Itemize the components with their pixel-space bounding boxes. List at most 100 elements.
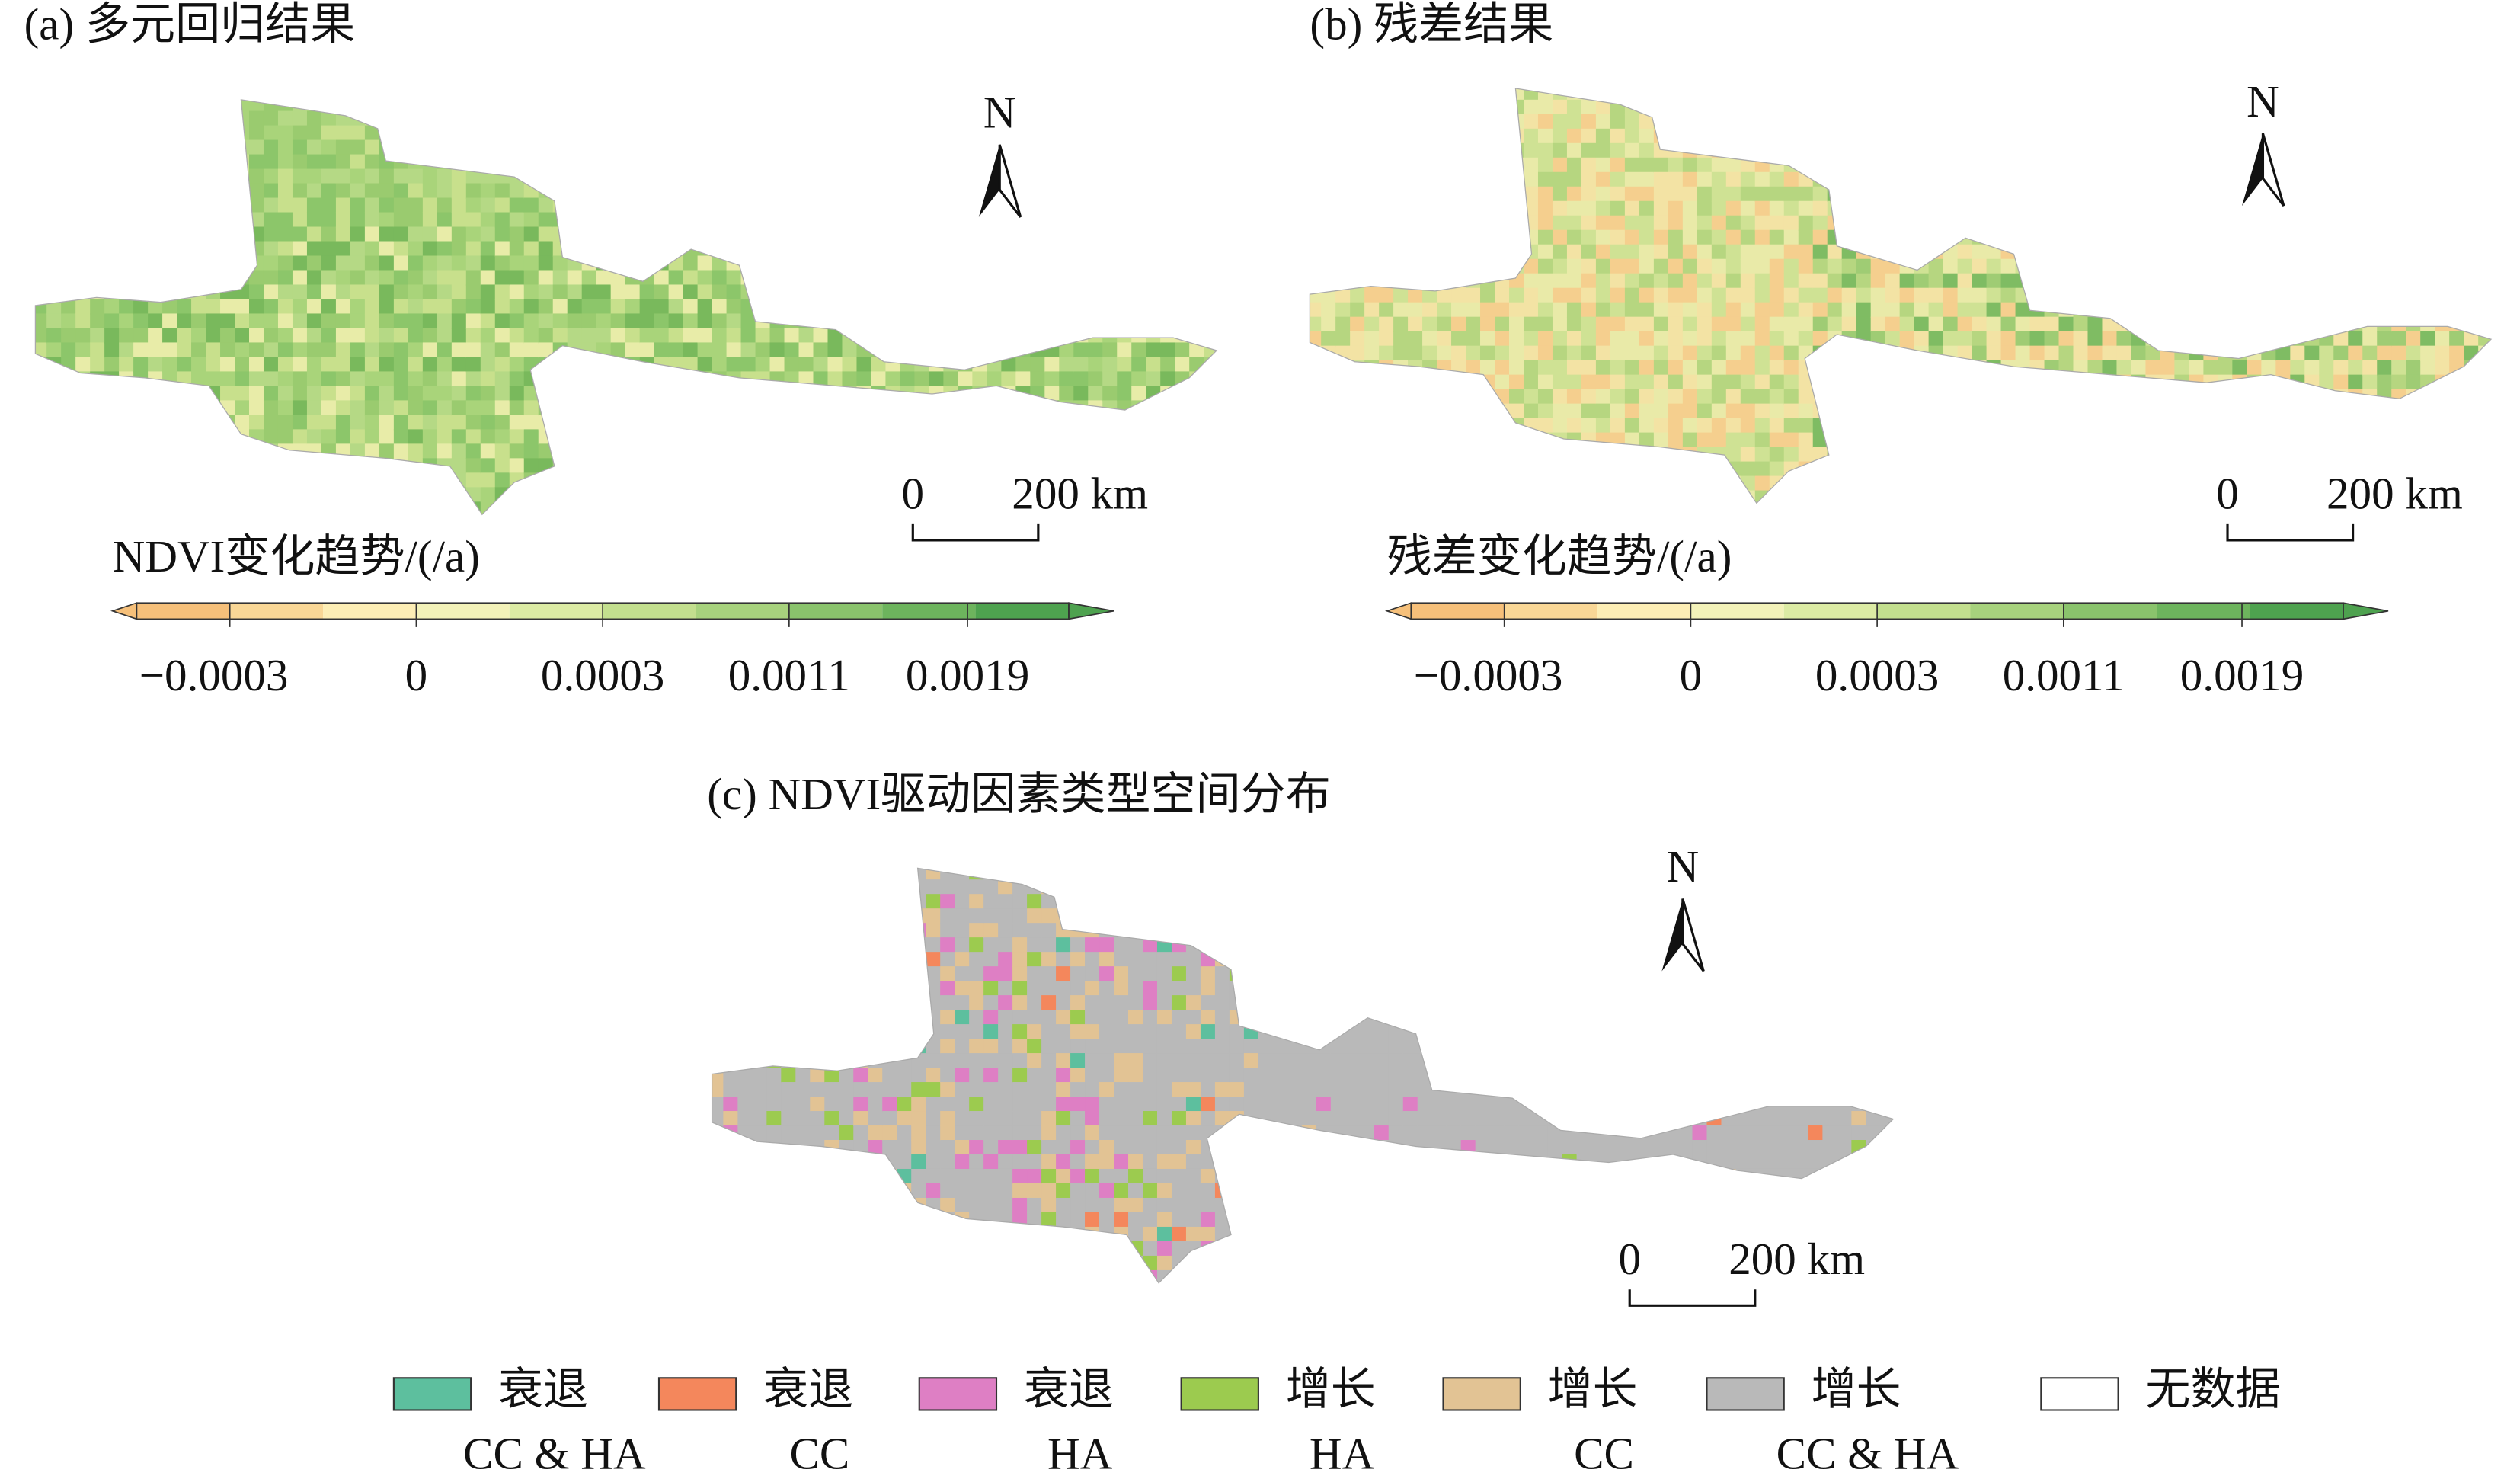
map-cell — [596, 516, 612, 531]
map-cell — [726, 284, 742, 300]
map-cell — [1754, 374, 1770, 390]
map-cell — [2029, 171, 2045, 187]
map-cell — [2131, 200, 2147, 216]
map-cell — [46, 400, 62, 416]
map-cell — [1668, 99, 1684, 115]
map-cell — [1102, 125, 1118, 141]
map-cell — [1495, 316, 1511, 332]
map-cell — [292, 139, 309, 155]
map-cell — [1350, 505, 1365, 520]
map-cell — [1870, 389, 1886, 405]
map-cell — [263, 270, 280, 286]
map-cell — [538, 299, 554, 315]
map-cell — [1131, 415, 1147, 431]
map-cell — [1972, 418, 1988, 434]
map-cell — [958, 501, 974, 515]
map-cell — [2464, 229, 2480, 245]
map-cell — [75, 313, 91, 329]
map-cell — [335, 400, 351, 416]
map-cell — [2275, 403, 2291, 419]
map-cell — [639, 110, 655, 126]
map-cell — [1044, 139, 1060, 155]
map-cell — [1437, 331, 1453, 347]
map-cell — [827, 299, 843, 315]
map-cell — [2218, 171, 2234, 187]
map-cell — [784, 241, 800, 257]
map-cell — [1610, 490, 1626, 504]
map-cell — [1537, 403, 1554, 419]
map-cell — [813, 284, 829, 300]
map-cell — [856, 125, 872, 141]
map-cell — [1480, 345, 1496, 361]
map-cell — [2058, 447, 2074, 463]
map-cell — [335, 125, 351, 141]
map-cell — [596, 299, 612, 315]
map-cell — [2333, 215, 2349, 231]
map-cell — [494, 313, 510, 329]
map-cell — [2290, 432, 2306, 448]
map-cell — [2102, 200, 2118, 216]
map-cell — [1408, 229, 1424, 245]
map-cell — [1189, 415, 1205, 431]
map-cell — [90, 270, 106, 286]
map-cell — [683, 226, 699, 242]
map-cell — [900, 371, 916, 387]
map-cell — [1131, 183, 1147, 199]
map-cell — [1972, 99, 1988, 115]
map-cell — [1769, 287, 1785, 303]
map-cell — [2290, 258, 2306, 274]
map-cell — [2464, 403, 2480, 419]
map-cell — [1175, 226, 1191, 242]
map-cell — [596, 357, 612, 373]
map-cell — [1986, 157, 2002, 173]
map-cell — [1841, 475, 1857, 491]
map-cell — [1321, 403, 1337, 419]
map-cell — [741, 516, 756, 531]
map-cell — [871, 400, 887, 416]
map-cell — [437, 357, 453, 373]
map-cell — [335, 284, 351, 300]
map-cell — [1393, 331, 1409, 347]
map-cell — [2029, 244, 2045, 260]
map-cell — [2015, 302, 2031, 318]
map-cell — [509, 487, 525, 503]
map-cell — [596, 154, 612, 170]
map-cell — [104, 183, 120, 199]
map-cell — [1218, 429, 1233, 444]
map-cell — [1928, 142, 1944, 158]
map-cell — [871, 415, 887, 431]
map-cell — [784, 429, 800, 445]
map-cell — [2261, 389, 2277, 405]
map-cell — [2406, 447, 2422, 463]
map-cell — [393, 212, 409, 228]
map-cell — [2406, 171, 2422, 187]
map-cell — [2145, 200, 2161, 216]
map-cell — [914, 125, 930, 141]
map-cell — [1015, 313, 1031, 329]
map-cell — [827, 458, 843, 474]
map-cell — [1943, 418, 1959, 434]
map-cell — [2203, 215, 2219, 231]
map-cell — [2073, 475, 2089, 491]
map-cell — [914, 241, 930, 257]
map-cell — [2044, 302, 2060, 318]
map-cell — [104, 429, 120, 445]
map-cell — [1001, 139, 1017, 155]
map-cell — [393, 429, 409, 445]
map-cell — [2029, 258, 2045, 274]
map-cell — [1044, 226, 1060, 242]
map-cell — [1480, 287, 1496, 303]
map-cell — [1310, 88, 1322, 101]
map-cell — [35, 487, 48, 503]
map-cell — [249, 241, 265, 257]
map-cell — [1899, 389, 1915, 405]
map-cell — [740, 226, 756, 242]
map-cell — [798, 226, 814, 242]
map-cell — [2087, 99, 2103, 115]
map-cell — [364, 168, 380, 184]
map-cell — [104, 299, 120, 315]
map-cell — [1001, 443, 1017, 459]
map-cell — [1495, 215, 1511, 231]
map-cell — [494, 501, 510, 515]
map-cell — [2189, 215, 2205, 231]
